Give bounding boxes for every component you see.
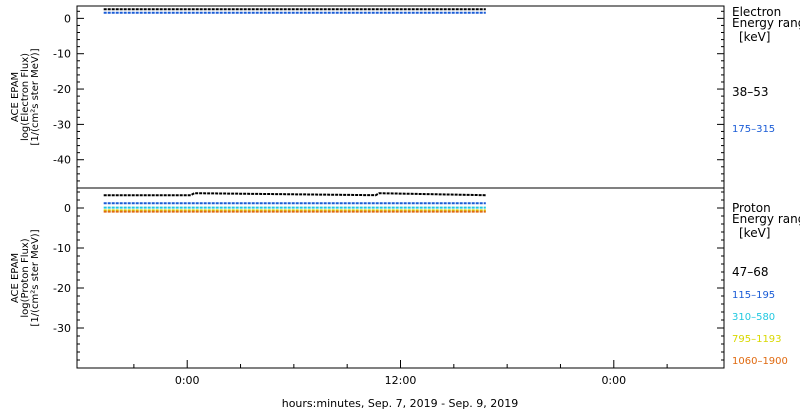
proton-plot-frame (76, 187, 725, 369)
proton-y-tick-label: -20 (53, 282, 71, 295)
proton-x-tick-label: 0:00 (175, 374, 200, 387)
proton-y-axis-label: ACE EPAMlog(Proton Flux)[1/(cm²s ster Me… (10, 229, 41, 326)
proton-y-axis-label-line: [1/(cm²s ster MeV)] (30, 229, 41, 326)
proton-legend-entry: 115–195 (732, 290, 775, 301)
proton-legend-entry: 310–580 (732, 312, 775, 323)
electron-y-tick-label: -30 (53, 118, 71, 131)
proton-x-tick-label: 12:00 (385, 374, 417, 387)
electron-plot-frame (76, 5, 725, 189)
electron-legend-entry: 175–315 (732, 124, 775, 135)
proton-legend-entry: 1060–1900 (732, 356, 788, 367)
electron-y-tick-label: -20 (53, 83, 71, 96)
proton-legend-title-line: Energy ranges (732, 212, 800, 226)
proton-x-tick-label: 0:00 (601, 374, 626, 387)
x-axis-title: hours:minutes, Sep. 7, 2019 - Sep. 9, 20… (282, 397, 519, 410)
proton-y-tick-label: 0 (64, 202, 71, 215)
proton-y-axis-label-line: log(Proton Flux) (20, 238, 31, 317)
proton-legend-entry: 795–1193 (732, 334, 782, 345)
proton-legend-title-line: [keV] (739, 226, 770, 240)
proton-legend-title-line: Proton (732, 201, 771, 215)
electron-y-tick-label: -10 (53, 48, 71, 61)
electron-legend-title-line: [keV] (739, 30, 770, 44)
electron-y-tick-label: 0 (64, 12, 71, 25)
proton-y-axis-label-line: ACE EPAM (10, 253, 21, 303)
electron-y-axis-label-line: log(Electron Flux) (20, 53, 31, 141)
electron-legend-title-line: Electron (732, 5, 781, 19)
electron-legend-title-line: Energy ranges (732, 16, 800, 30)
proton-series-line (103, 192, 486, 197)
electron-legend-entry: 38–53 (732, 85, 769, 99)
electron-y-axis-label-line: [1/(cm²s ster MeV)] (30, 48, 41, 145)
proton-y-tick-label: -10 (53, 242, 71, 255)
proton-legend-entry: 47–68 (732, 265, 769, 279)
proton-y-tick-label: -30 (53, 322, 71, 335)
electron-y-axis-label: ACE EPAMlog(Electron Flux)[1/(cm²s ster … (10, 48, 41, 145)
electron-y-axis-label-line: ACE EPAM (10, 72, 21, 122)
proton-flux-panel: 0 -10 -20 -30 0:00 12:00 0:00 ACE EPAMlog(Proto… (10, 187, 800, 387)
electron-y-tick-label: -40 (53, 154, 71, 167)
